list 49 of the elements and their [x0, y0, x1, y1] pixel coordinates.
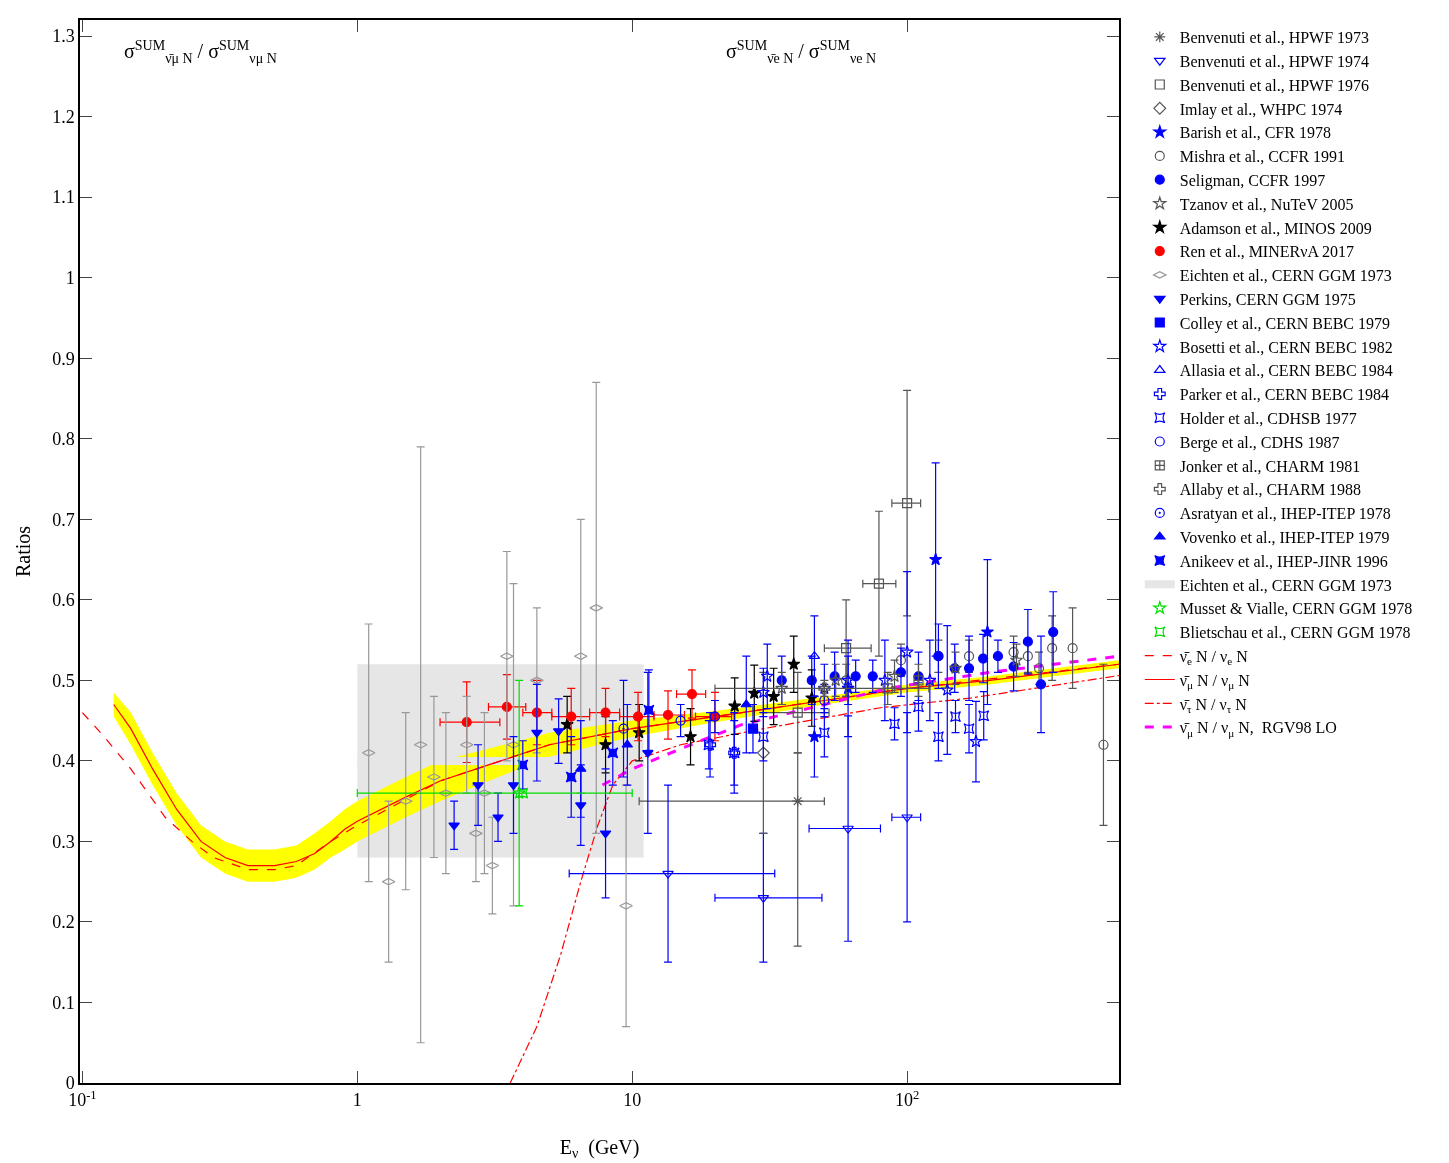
legend-label: Ren et al., MINERνA 2017 [1179, 243, 1355, 261]
legend-label: Musset & Vialle, CERN GGM 1978 [1179, 600, 1413, 618]
legend-label: Jonker et al., CHARM 1981 [1179, 457, 1361, 475]
y-axis-title: Ratios [11, 525, 34, 578]
legend-label: Mishra et al., CCFR 1991 [1179, 148, 1346, 166]
y-tick-label: 1.1 [52, 187, 75, 208]
y-tick-label: 0.5 [52, 670, 75, 691]
legend-label: Holder et al., CDHSB 1977 [1179, 409, 1357, 427]
legend-label: Berge et al., CDHS 1987 [1179, 433, 1340, 452]
x-axis-title: E$_{ν}$ (GeV) [559, 1135, 640, 1161]
legend-label: Allasia et al., CERN BEBC 1984 [1179, 362, 1393, 380]
legend-label: Benvenuti et al., HPWF 1973 [1179, 29, 1370, 47]
y-tick-label: 1.3 [52, 26, 75, 47]
y-tick-label: 0.1 [52, 992, 75, 1013]
y-tick-label: 1.2 [52, 106, 75, 127]
legend-label: Colley et al., CERN BEBC 1979 [1179, 314, 1390, 333]
legend-label: Barish et al., CFR 1978 [1179, 124, 1331, 142]
legend-label: Adamson et al., MINOS 2009 [1179, 219, 1372, 237]
legend-label: Imlay et al., WHPC 1974 [1179, 100, 1343, 119]
legend-label: Vovenko et al., IHEP-ITEP 1979 [1179, 528, 1390, 546]
y-tick-label: 0 [65, 1073, 75, 1094]
legend-label: ν̄$_{μ}$ N / ν$_{μ}$ N [1179, 671, 1251, 692]
x-tick-label: 1 [352, 1090, 362, 1111]
legend-label: Anikeev et al., IHEP-JINR 1996 [1179, 552, 1388, 570]
legend-label: ν̄$_{μ}$ N / ν$_{μ}$ N, RGV98 LO [1179, 719, 1337, 739]
y-tick-label: 0.2 [52, 912, 75, 933]
legend-label: Asratyan et al., IHEP-ITEP 1978 [1179, 505, 1391, 524]
legend-label: ν̄$_{τ}$ N / ν$_{τ}$ N [1179, 695, 1248, 715]
y-tick-label: 0.8 [52, 429, 75, 450]
legend-label: Eichten et al., CERN GGM 1973 [1179, 267, 1392, 285]
legend-label: Allaby et al., CHARM 1988 [1179, 481, 1362, 500]
legend-label: ν̄$_{e}$ N / ν$_{e}$ N [1179, 647, 1249, 668]
y-tick-label: 0.9 [52, 348, 75, 369]
legend-label: Benvenuti et al., HPWF 1976 [1179, 76, 1370, 94]
legend-label: Eichten et al., CERN GGM 1973 [1179, 576, 1392, 594]
legend-label: Perkins, CERN GGM 1975 [1179, 290, 1356, 308]
y-tick-label: 0.7 [52, 509, 75, 530]
y-tick-label: 1 [65, 268, 75, 288]
legend-label: Blietschau et al., CERN GGM 1978 [1179, 624, 1411, 642]
legend-label: Benvenuti et al., HPWF 1974 [1179, 52, 1370, 70]
legend-label: Tzanov et al., NuTeV 2005 [1179, 195, 1354, 213]
x-tick-label: 10$^{2}$ [894, 1087, 920, 1111]
legend-label: Parker et al., CERN BEBC 1984 [1179, 386, 1390, 404]
y-tick-label: 0.3 [52, 831, 75, 852]
y-tick-label: 0.6 [52, 590, 75, 611]
y-tick-label: 0.4 [52, 751, 75, 772]
legend-label: Seligman, CCFR 1997 [1179, 171, 1326, 190]
legend-label: Bosetti et al., CERN BEBC 1982 [1179, 338, 1393, 356]
x-tick-label: 10 [623, 1090, 642, 1111]
